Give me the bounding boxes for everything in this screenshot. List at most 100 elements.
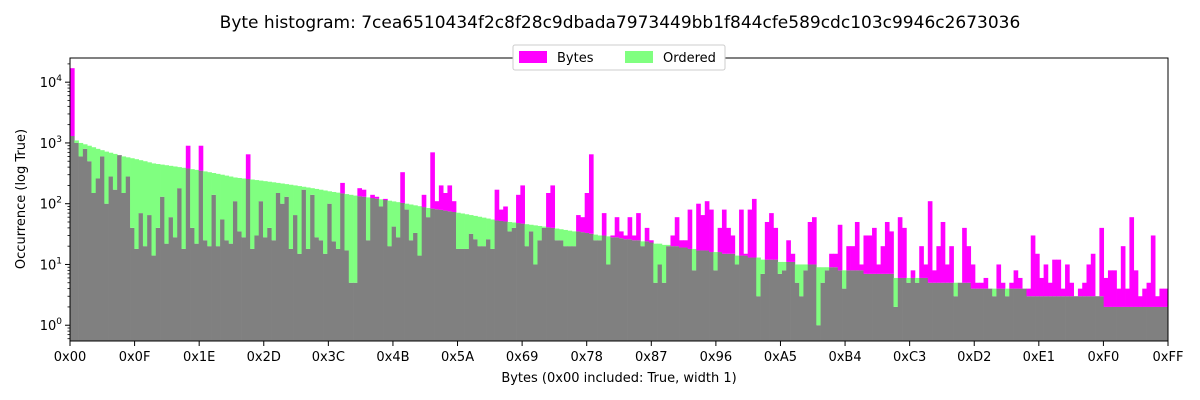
- bar-ordered: [992, 288, 997, 297]
- bar-overlap: [468, 233, 474, 341]
- bar-overlap: [447, 211, 453, 341]
- bar-ordered: [310, 188, 315, 195]
- x-tick-label: 0x3C: [312, 350, 345, 365]
- x-tick-label: 0x5A: [441, 350, 474, 365]
- bar-overlap: [477, 246, 483, 341]
- bar-ordered: [134, 159, 139, 249]
- bar-overlap: [1043, 296, 1049, 341]
- y-tick-label: 103: [40, 135, 62, 152]
- bar-ordered: [391, 201, 397, 227]
- bar-overlap: [867, 273, 873, 341]
- bar-overlap: [1146, 306, 1152, 341]
- bar-overlap: [932, 282, 937, 341]
- bar-ordered: [288, 184, 294, 249]
- bar-bytes: [451, 201, 457, 213]
- bar-bytes: [743, 253, 749, 256]
- bar-bytes: [704, 201, 710, 251]
- bar-ordered: [314, 188, 320, 238]
- bar-bytes: [588, 154, 594, 234]
- bar-overlap: [601, 235, 607, 341]
- bar-overlap: [970, 288, 976, 341]
- bar-overlap: [430, 208, 435, 341]
- bar-bytes: [829, 253, 834, 268]
- bar-overlap: [597, 240, 603, 341]
- bar-ordered: [481, 217, 487, 247]
- bar-bytes: [1052, 259, 1057, 297]
- legend-box: [512, 44, 726, 71]
- bar-bytes: [747, 209, 753, 258]
- bar-bytes: [833, 253, 839, 268]
- bar-overlap: [78, 156, 84, 341]
- bar-ordered: [760, 259, 766, 274]
- bar-bytes: [636, 213, 641, 241]
- bar-overlap: [91, 193, 97, 341]
- bar-overlap: [130, 227, 135, 341]
- bar-overlap: [846, 270, 851, 341]
- bar-bytes: [932, 270, 937, 283]
- bar-overlap: [486, 239, 491, 341]
- x-tick-label: 0xF0: [1088, 350, 1120, 365]
- y-axis-label: Occurrence (log True): [14, 129, 29, 269]
- bar-ordered: [271, 182, 277, 241]
- bar-overlap: [318, 240, 324, 341]
- bar-ordered: [666, 244, 671, 247]
- bar-overlap: [413, 232, 418, 341]
- bar-overlap: [854, 270, 860, 341]
- bar-bytes: [962, 227, 967, 283]
- bar-overlap: [636, 240, 641, 341]
- bar-ordered: [395, 202, 401, 238]
- bar-bytes: [1137, 296, 1143, 307]
- bar-overlap: [460, 248, 465, 341]
- bar-bytes: [1043, 264, 1049, 297]
- bar-overlap: [524, 246, 530, 341]
- bar-ordered: [528, 224, 534, 232]
- bar-overlap: [155, 227, 161, 341]
- bar-ordered: [263, 181, 268, 238]
- bar-overlap: [121, 193, 127, 341]
- bar-ordered: [112, 153, 118, 190]
- bar-overlap: [280, 203, 285, 341]
- x-axis-label: Bytes (0x00 included: True, width 1): [501, 371, 736, 386]
- bar-overlap: [1120, 306, 1126, 341]
- bar-ordered: [417, 206, 423, 256]
- bar-overlap: [151, 255, 157, 341]
- bar-overlap: [726, 253, 731, 341]
- bar-overlap: [220, 219, 225, 341]
- bar-overlap: [1129, 306, 1135, 341]
- bar-ordered: [95, 148, 101, 179]
- bar-bytes: [884, 221, 890, 274]
- bar-overlap: [679, 247, 684, 341]
- bar-overlap: [147, 215, 152, 341]
- bar-overlap: [816, 325, 821, 341]
- bar-overlap: [824, 270, 830, 341]
- bar-overlap: [70, 136, 75, 341]
- bar-ordered: [335, 192, 341, 249]
- x-tick-label: 0x1E: [183, 350, 215, 365]
- bar-bytes: [1125, 288, 1130, 307]
- x-tick-label: 0x96: [700, 350, 733, 365]
- bar-overlap: [348, 282, 354, 341]
- bar-bytes: [198, 145, 204, 171]
- bar-overlap: [807, 264, 813, 341]
- bar-bytes: [627, 217, 633, 240]
- bar-bytes: [717, 227, 723, 253]
- bar-overlap: [734, 264, 740, 341]
- bar-overlap: [1026, 296, 1032, 341]
- bar-overlap: [949, 282, 954, 341]
- bar-overlap: [957, 282, 963, 341]
- bar-ordered: [507, 221, 513, 232]
- bar-overlap: [674, 246, 680, 341]
- bar-overlap: [1082, 296, 1087, 341]
- bar-overlap: [383, 200, 388, 341]
- bar-overlap: [190, 227, 195, 341]
- bar-overlap: [884, 273, 890, 341]
- bar-bytes: [1056, 259, 1062, 297]
- bar-ordered: [237, 177, 242, 232]
- bar-overlap: [764, 259, 770, 341]
- bar-overlap: [944, 282, 950, 341]
- bar-bytes: [880, 246, 886, 274]
- bar-overlap: [425, 217, 431, 341]
- bar-overlap: [365, 240, 371, 341]
- bar-overlap: [391, 226, 397, 341]
- bar-ordered: [121, 156, 127, 193]
